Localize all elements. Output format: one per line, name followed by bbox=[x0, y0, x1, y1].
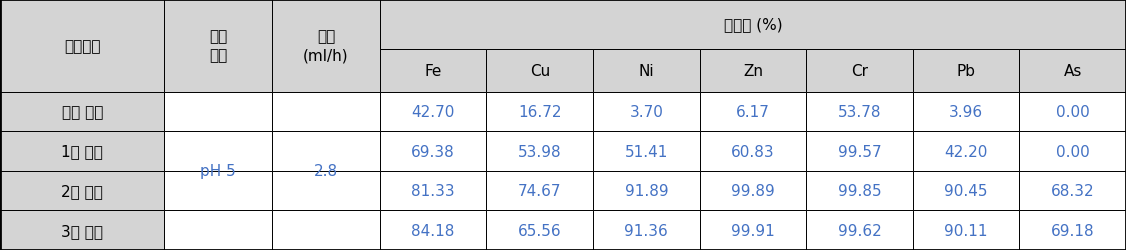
Bar bbox=[272, 210, 379, 250]
Bar bbox=[699, 171, 806, 210]
Text: 60.83: 60.83 bbox=[731, 144, 775, 159]
Bar bbox=[486, 210, 593, 250]
Text: 99.91: 99.91 bbox=[731, 223, 775, 238]
Bar bbox=[379, 92, 486, 132]
Text: 99.89: 99.89 bbox=[731, 184, 775, 198]
Text: 65.56: 65.56 bbox=[518, 223, 562, 238]
Bar bbox=[593, 92, 699, 132]
Bar bbox=[593, 132, 699, 171]
Text: 반응물질: 반응물질 bbox=[64, 39, 100, 54]
Text: As: As bbox=[1064, 64, 1082, 78]
Bar bbox=[0, 132, 164, 171]
Bar bbox=[272, 171, 379, 210]
Text: 90.11: 90.11 bbox=[945, 223, 988, 238]
Bar bbox=[593, 171, 699, 210]
Text: Cr: Cr bbox=[851, 64, 868, 78]
Text: 99.62: 99.62 bbox=[838, 223, 882, 238]
Bar bbox=[806, 92, 913, 132]
Bar bbox=[486, 132, 593, 171]
Text: 폐수
조건: 폐수 조건 bbox=[209, 30, 227, 63]
Bar bbox=[1019, 92, 1126, 132]
Bar bbox=[913, 210, 1019, 250]
Text: 99.85: 99.85 bbox=[838, 184, 882, 198]
Bar bbox=[806, 50, 913, 92]
Text: 84.18: 84.18 bbox=[411, 223, 455, 238]
Bar bbox=[379, 171, 486, 210]
Bar bbox=[806, 210, 913, 250]
Text: 42.70: 42.70 bbox=[411, 104, 455, 120]
Bar bbox=[164, 171, 272, 210]
Bar bbox=[1019, 132, 1126, 171]
Bar bbox=[699, 92, 806, 132]
Text: 90.45: 90.45 bbox=[945, 184, 988, 198]
Text: 42.20: 42.20 bbox=[945, 144, 988, 159]
Bar bbox=[1019, 171, 1126, 210]
Text: 53.78: 53.78 bbox=[838, 104, 882, 120]
Bar bbox=[806, 171, 913, 210]
Text: 기본 필터: 기본 필터 bbox=[62, 104, 102, 120]
Text: Cu: Cu bbox=[529, 64, 549, 78]
Text: 유속
(ml/h): 유속 (ml/h) bbox=[303, 30, 349, 63]
Bar bbox=[272, 132, 379, 171]
Text: 16.72: 16.72 bbox=[518, 104, 562, 120]
Bar bbox=[164, 210, 272, 250]
Bar bbox=[164, 132, 272, 171]
Bar bbox=[486, 171, 593, 210]
Bar bbox=[699, 50, 806, 92]
Bar bbox=[272, 0, 379, 92]
Text: pH 5: pH 5 bbox=[200, 164, 236, 179]
Text: 3.70: 3.70 bbox=[629, 104, 663, 120]
Text: 99.57: 99.57 bbox=[838, 144, 882, 159]
Text: Pb: Pb bbox=[957, 64, 975, 78]
Bar bbox=[1019, 50, 1126, 92]
Text: 91.36: 91.36 bbox=[625, 223, 668, 238]
Text: 69.38: 69.38 bbox=[411, 144, 455, 159]
Text: 제거율 (%): 제거율 (%) bbox=[724, 18, 783, 32]
Bar bbox=[379, 132, 486, 171]
Text: 3.96: 3.96 bbox=[949, 104, 983, 120]
Bar bbox=[913, 92, 1019, 132]
Bar bbox=[0, 171, 164, 210]
Text: 68.32: 68.32 bbox=[1051, 184, 1094, 198]
Bar bbox=[379, 50, 486, 92]
Bar bbox=[806, 132, 913, 171]
Bar bbox=[164, 0, 272, 92]
Bar bbox=[0, 92, 164, 132]
Bar bbox=[593, 50, 699, 92]
Bar bbox=[913, 50, 1019, 92]
Text: 2.8: 2.8 bbox=[314, 164, 338, 179]
Bar bbox=[379, 0, 1126, 50]
Bar bbox=[379, 210, 486, 250]
Bar bbox=[699, 132, 806, 171]
Text: Zn: Zn bbox=[743, 64, 763, 78]
Bar bbox=[913, 132, 1019, 171]
Text: 1차 코팅: 1차 코팅 bbox=[61, 144, 104, 159]
Text: 53.98: 53.98 bbox=[518, 144, 562, 159]
Bar bbox=[1019, 210, 1126, 250]
Bar bbox=[486, 50, 593, 92]
Text: 51.41: 51.41 bbox=[625, 144, 668, 159]
Text: 69.18: 69.18 bbox=[1051, 223, 1094, 238]
Bar bbox=[699, 210, 806, 250]
Bar bbox=[486, 92, 593, 132]
Bar bbox=[272, 92, 379, 132]
Text: 74.67: 74.67 bbox=[518, 184, 562, 198]
Text: 0.00: 0.00 bbox=[1056, 144, 1090, 159]
Bar bbox=[593, 210, 699, 250]
Text: 91.89: 91.89 bbox=[625, 184, 668, 198]
Text: 0.00: 0.00 bbox=[1056, 104, 1090, 120]
Bar bbox=[913, 171, 1019, 210]
Text: 6.17: 6.17 bbox=[736, 104, 770, 120]
Bar bbox=[0, 210, 164, 250]
Bar bbox=[164, 92, 272, 132]
Text: 81.33: 81.33 bbox=[411, 184, 455, 198]
Text: 2차 코팅: 2차 코팅 bbox=[61, 184, 104, 198]
Bar bbox=[0, 0, 164, 92]
Text: Ni: Ni bbox=[638, 64, 654, 78]
Text: Fe: Fe bbox=[425, 64, 441, 78]
Text: 3차 코팅: 3차 코팅 bbox=[61, 223, 104, 238]
